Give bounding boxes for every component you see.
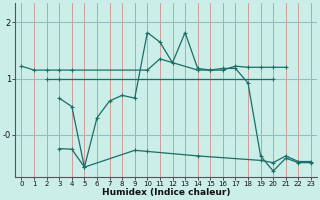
- X-axis label: Humidex (Indice chaleur): Humidex (Indice chaleur): [102, 188, 230, 197]
